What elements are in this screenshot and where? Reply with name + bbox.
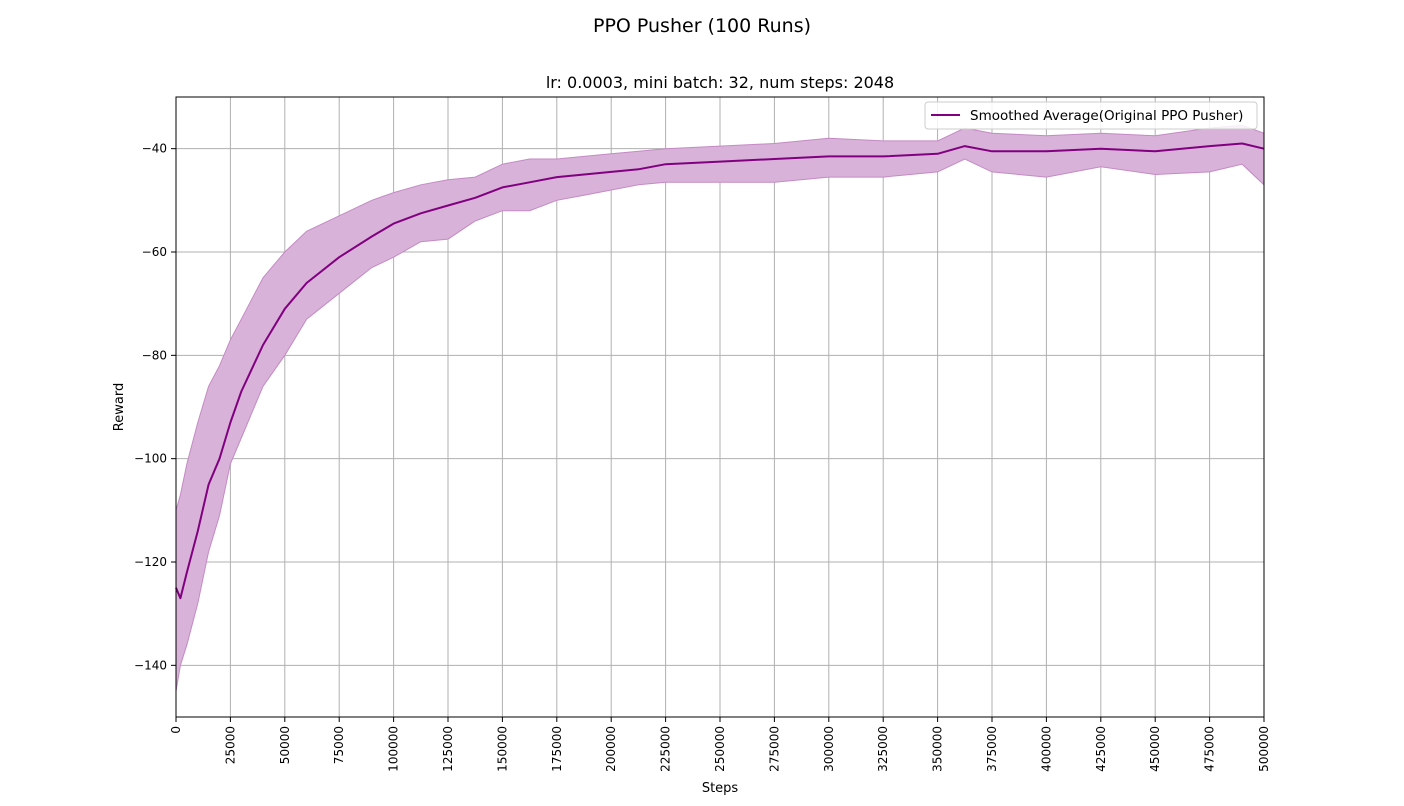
x-tick-label: 25000 <box>223 726 237 764</box>
y-tick-label: −60 <box>142 245 167 259</box>
x-tick-label: 325000 <box>876 726 890 772</box>
y-ticks: −140 −120 −100 −80 −60 −40 <box>134 142 176 672</box>
axes-title: lr: 0.0003, mini batch: 32, num steps: 2… <box>546 73 894 92</box>
y-axis-label: Reward <box>112 383 127 431</box>
x-tick-label: 300000 <box>822 726 836 772</box>
y-tick-label: −40 <box>142 142 167 156</box>
x-tick-label: 0 <box>169 726 183 734</box>
x-tick-label: 150000 <box>495 726 509 772</box>
x-tick-label: 100000 <box>387 726 401 772</box>
x-tick-label: 175000 <box>550 726 564 772</box>
x-axis-label: Steps <box>702 781 739 796</box>
legend-entry: Smoothed Average(Original PPO Pusher) <box>970 108 1243 124</box>
x-tick-label: 225000 <box>659 726 673 772</box>
y-tick-label: −100 <box>134 452 167 466</box>
x-tick-label: 500000 <box>1257 726 1271 772</box>
x-tick-label: 375000 <box>985 726 999 772</box>
grid <box>175 97 1265 717</box>
x-tick-label: 350000 <box>931 726 945 772</box>
x-tick-label: 125000 <box>441 726 455 772</box>
x-tick-label: 275000 <box>767 726 781 772</box>
x-tick-label: 450000 <box>1148 726 1162 772</box>
figure-title: PPO Pusher (100 Runs) <box>593 15 811 37</box>
y-tick-label: −140 <box>134 658 167 672</box>
x-ticks: 0 25000 50000 75000 100000 125000 150000 175000… <box>169 717 1271 772</box>
legend: Smoothed Average(Original PPO Pusher) <box>924 101 1258 130</box>
x-tick-label: 475000 <box>1203 726 1217 772</box>
y-tick-label: −80 <box>142 348 167 362</box>
x-tick-label: 400000 <box>1039 726 1053 772</box>
x-tick-label: 75000 <box>332 726 346 764</box>
x-tick-label: 250000 <box>713 726 727 772</box>
x-tick-label: 425000 <box>1094 726 1108 772</box>
x-tick-label: 200000 <box>604 726 618 772</box>
series-line <box>175 142 1265 600</box>
y-tick-label: −120 <box>134 555 167 569</box>
legend-box <box>924 101 1258 130</box>
x-tick-label: 50000 <box>278 726 292 764</box>
